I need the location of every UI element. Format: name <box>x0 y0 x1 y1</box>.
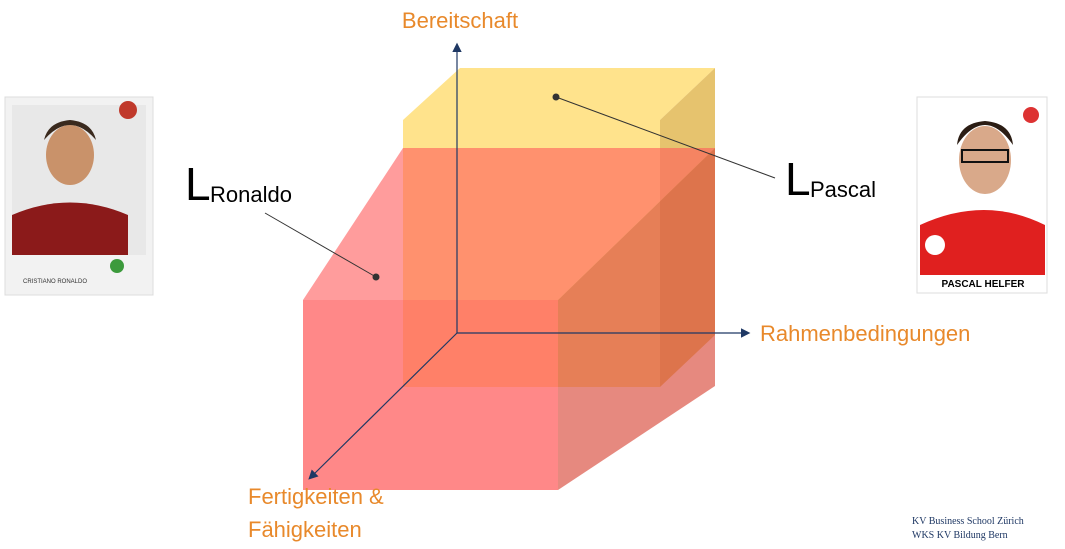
card-name: CRISTIANO RONALDO <box>23 279 87 285</box>
label-sub: Pascal <box>810 177 876 202</box>
point <box>373 274 380 281</box>
player-card: CRISTIANO RONALDO <box>5 97 153 295</box>
card-name: PASCAL HELFER <box>942 279 1026 290</box>
axis-label: Fähigkeiten <box>248 517 362 542</box>
axis-label: Fertigkeiten & <box>248 484 384 509</box>
label-l: L <box>785 153 811 205</box>
footer: WKS KV Bildung Bern <box>912 530 1008 541</box>
player-card: PASCAL HELFER <box>917 97 1047 293</box>
footer: KV Business School Zürich <box>912 516 1024 527</box>
red-box <box>303 148 715 490</box>
slide: Bereitschaft Rahmenbedingungen Fertigkei… <box>0 0 1065 549</box>
axis-label: Bereitschaft <box>402 8 518 33</box>
point <box>553 94 560 101</box>
axis-label: Rahmenbedingungen <box>760 321 970 346</box>
label-sub: Ronaldo <box>210 182 292 207</box>
label-l: L <box>185 158 211 210</box>
